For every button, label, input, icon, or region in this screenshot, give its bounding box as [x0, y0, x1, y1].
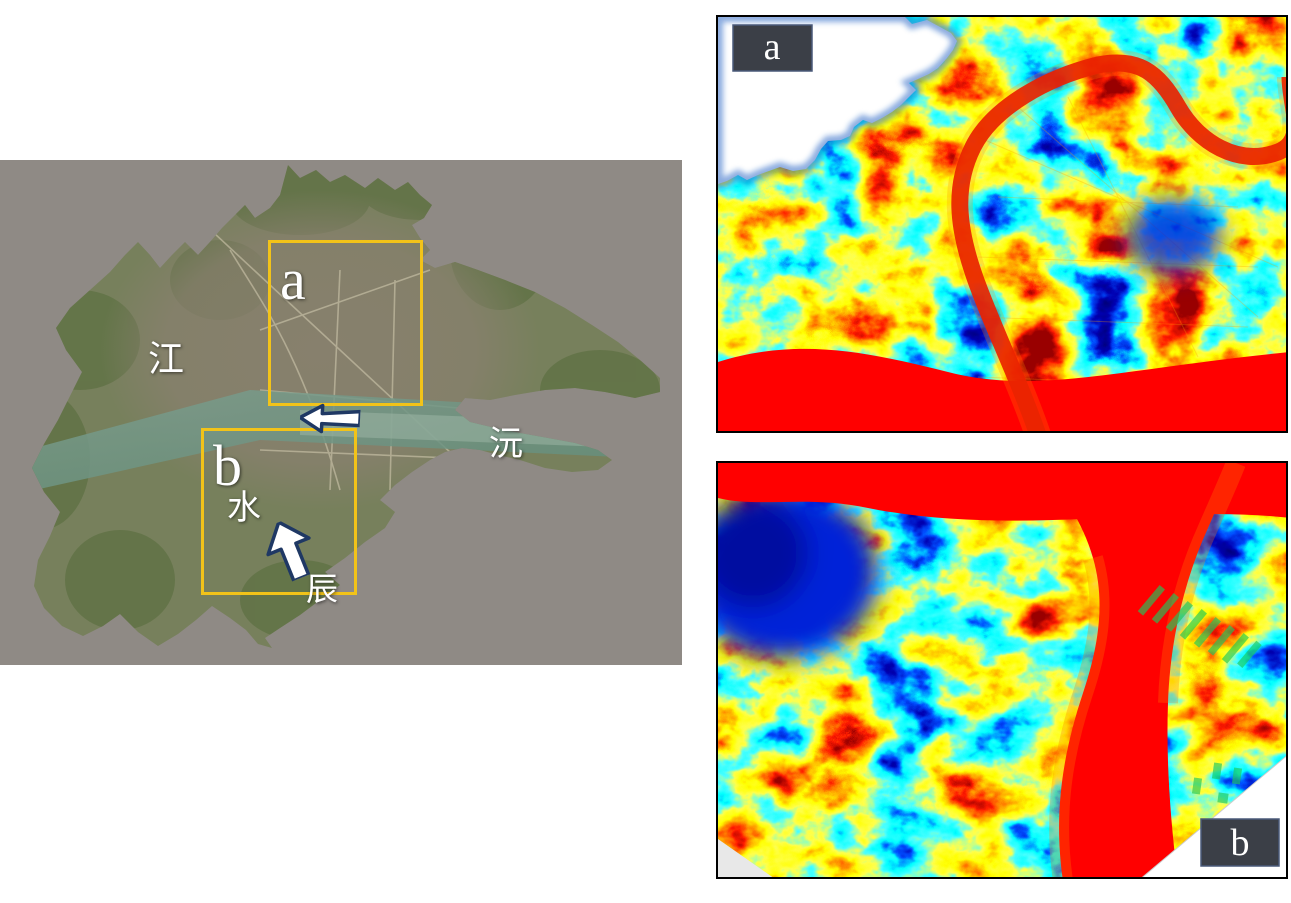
svg-text:b: b [1231, 822, 1250, 864]
svg-text:a: a [764, 26, 781, 68]
